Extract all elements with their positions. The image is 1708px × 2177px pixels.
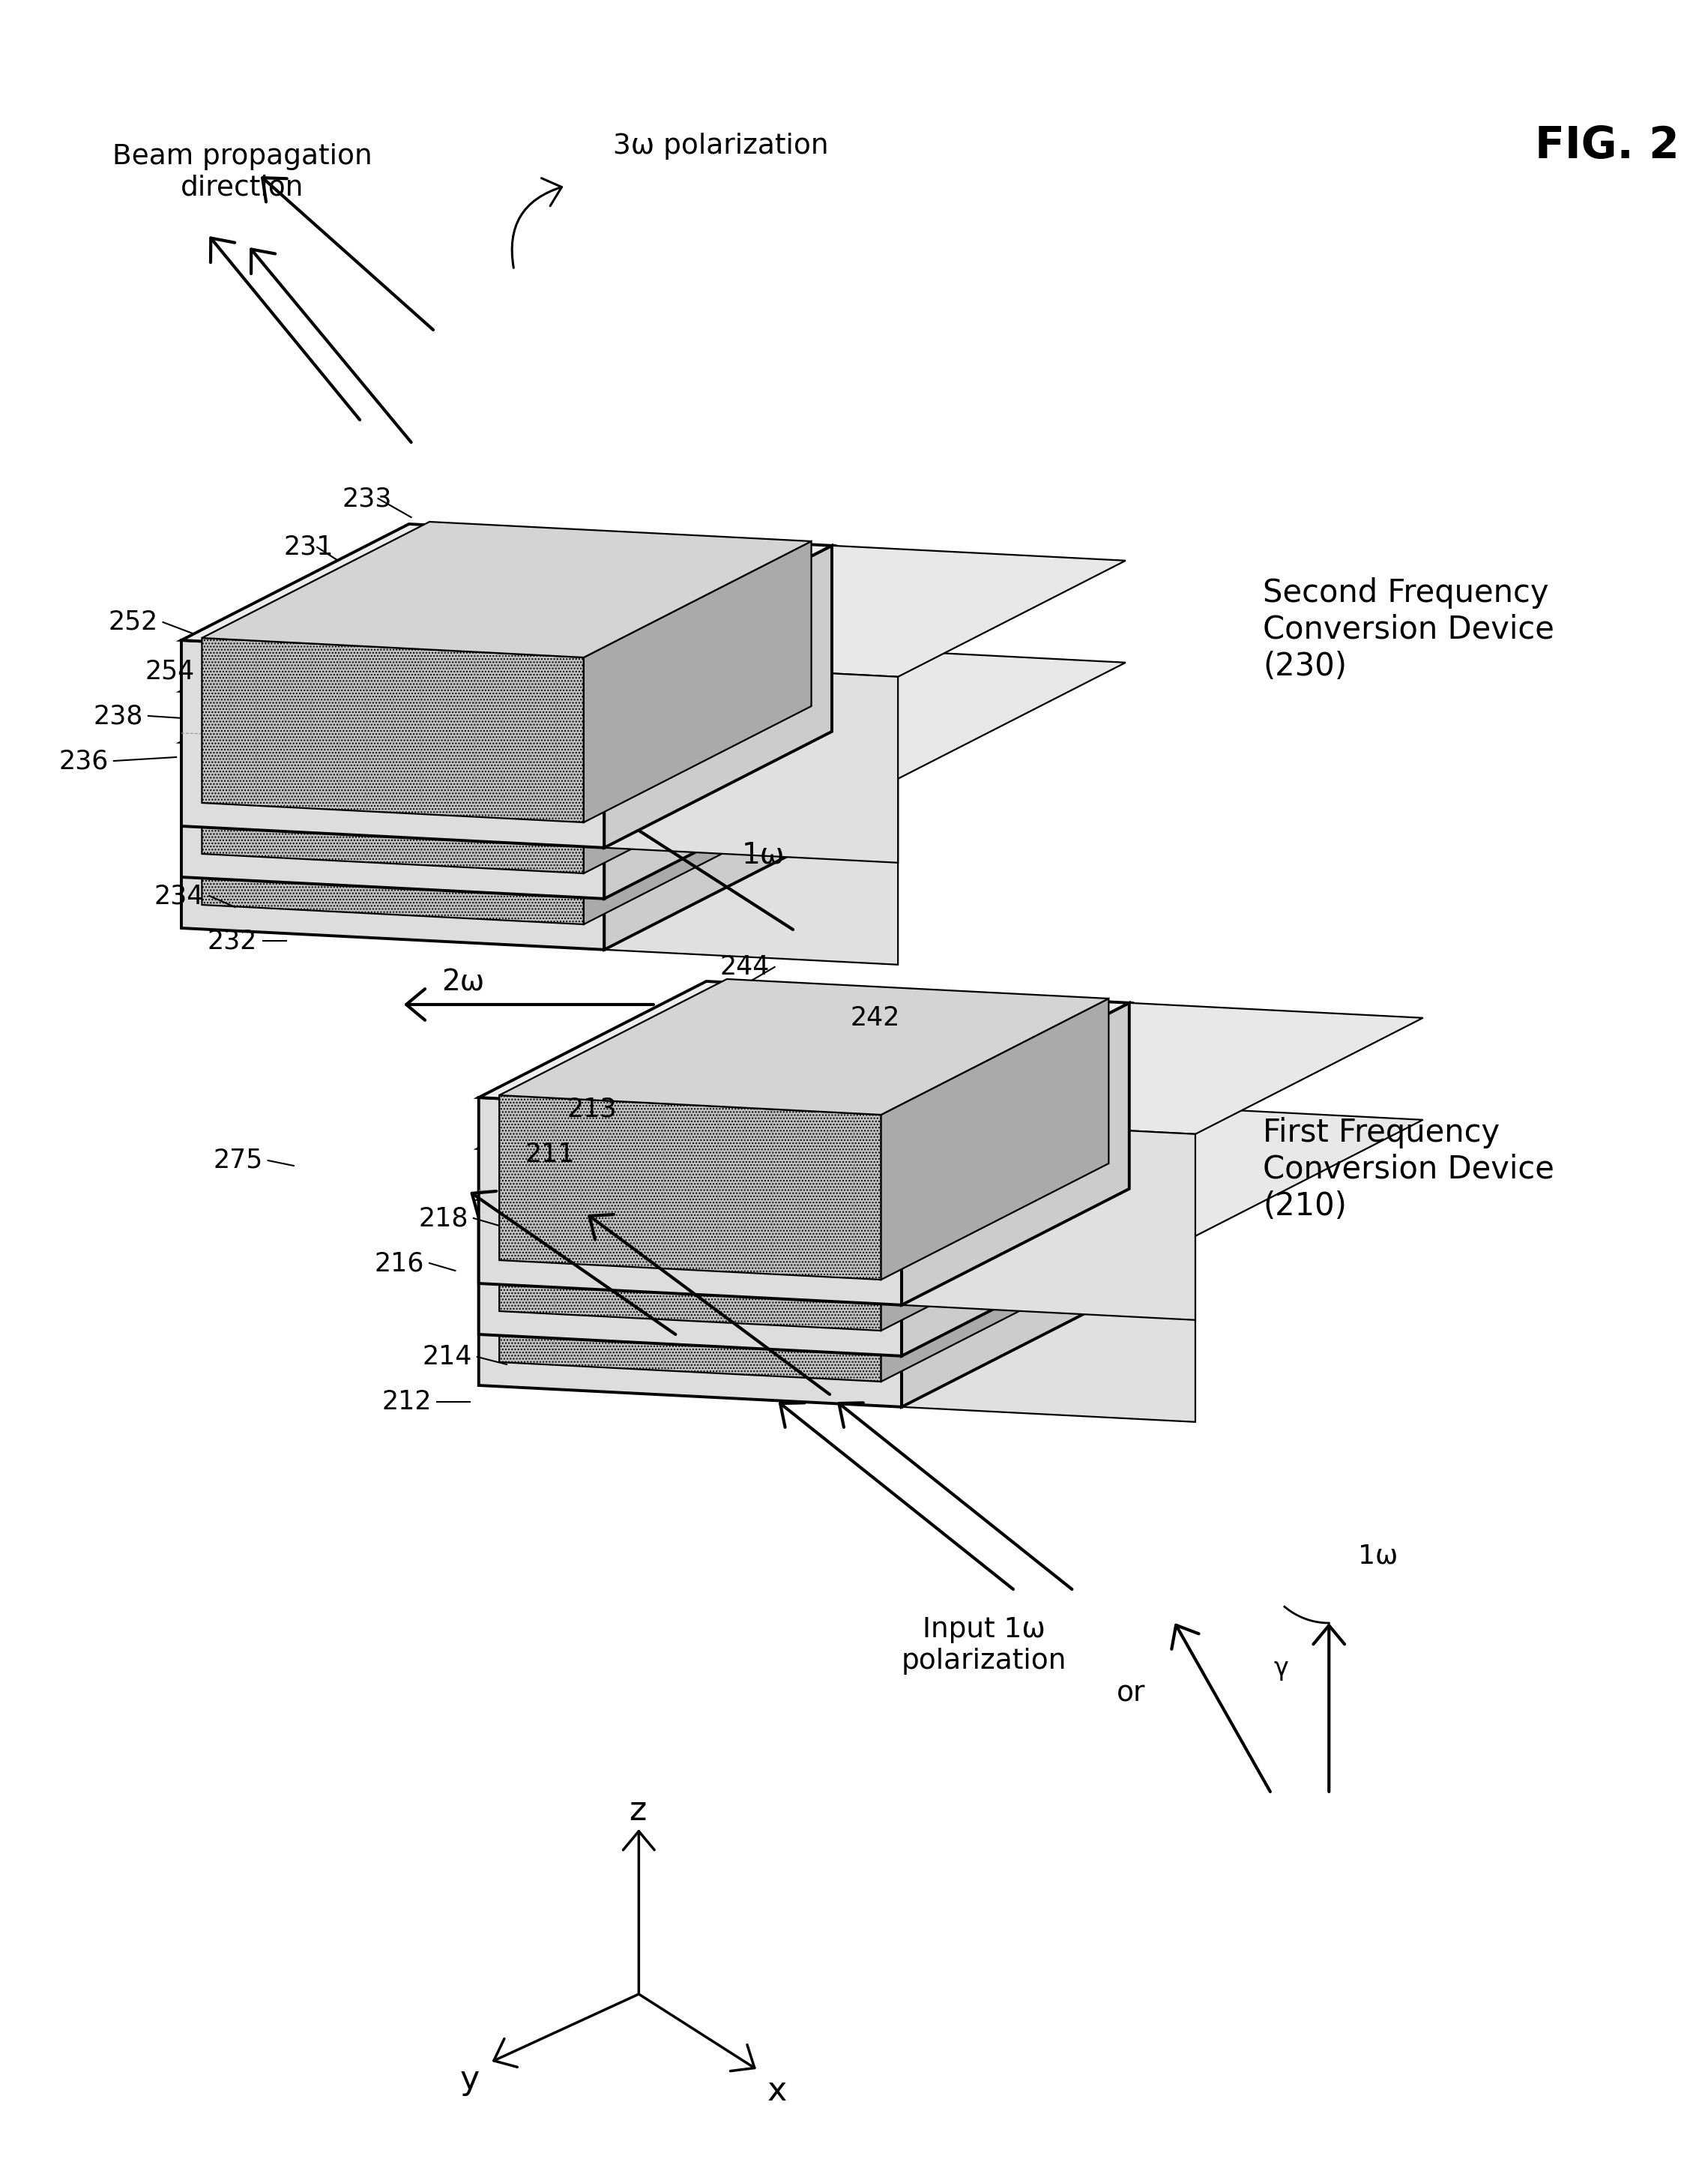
Polygon shape bbox=[881, 1049, 1108, 1330]
Polygon shape bbox=[584, 542, 811, 823]
Polygon shape bbox=[605, 647, 1126, 779]
Polygon shape bbox=[902, 1004, 1129, 1304]
Polygon shape bbox=[478, 1032, 1129, 1169]
Polygon shape bbox=[202, 625, 811, 760]
Polygon shape bbox=[902, 1004, 1423, 1134]
Polygon shape bbox=[181, 525, 832, 662]
Text: y: y bbox=[459, 2064, 480, 2096]
Polygon shape bbox=[499, 1030, 1108, 1165]
Polygon shape bbox=[181, 690, 605, 899]
Text: 1ω: 1ω bbox=[1358, 1543, 1399, 1567]
Text: 214: 214 bbox=[422, 1343, 471, 1369]
Polygon shape bbox=[584, 592, 811, 873]
Polygon shape bbox=[902, 1221, 1196, 1422]
Text: 2ω: 2ω bbox=[442, 969, 485, 997]
Polygon shape bbox=[605, 647, 832, 949]
Polygon shape bbox=[902, 1106, 1129, 1406]
Text: z: z bbox=[629, 1794, 646, 1827]
Polygon shape bbox=[605, 596, 832, 899]
Polygon shape bbox=[605, 662, 898, 862]
Polygon shape bbox=[202, 522, 811, 657]
Text: 236: 236 bbox=[58, 749, 109, 773]
Text: Second Frequency
Conversion Device
(230): Second Frequency Conversion Device (230) bbox=[1262, 577, 1554, 681]
Text: 216: 216 bbox=[374, 1250, 424, 1276]
Text: 275: 275 bbox=[214, 1147, 263, 1173]
Polygon shape bbox=[605, 546, 832, 847]
Polygon shape bbox=[478, 1084, 1129, 1221]
Polygon shape bbox=[181, 742, 605, 949]
Polygon shape bbox=[181, 575, 832, 712]
Polygon shape bbox=[881, 1102, 1108, 1382]
Polygon shape bbox=[902, 1119, 1196, 1319]
Text: 233: 233 bbox=[342, 485, 393, 512]
Polygon shape bbox=[605, 546, 1126, 677]
Text: 232: 232 bbox=[207, 927, 256, 954]
Polygon shape bbox=[181, 640, 605, 847]
Text: FIG. 2: FIG. 2 bbox=[1534, 124, 1679, 168]
Polygon shape bbox=[584, 642, 811, 925]
Text: 218: 218 bbox=[418, 1206, 468, 1230]
Polygon shape bbox=[605, 764, 898, 964]
Text: First Frequency
Conversion Device
(210): First Frequency Conversion Device (210) bbox=[1262, 1117, 1554, 1221]
Polygon shape bbox=[478, 982, 1129, 1119]
Text: 254: 254 bbox=[145, 657, 195, 684]
Text: Input 1ω
polarization: Input 1ω polarization bbox=[902, 1615, 1066, 1674]
Polygon shape bbox=[499, 1197, 881, 1382]
Text: 211: 211 bbox=[524, 1141, 576, 1167]
Text: 238: 238 bbox=[94, 703, 143, 729]
Text: 234: 234 bbox=[154, 884, 205, 908]
Text: 3ω polarization: 3ω polarization bbox=[613, 133, 828, 159]
Polygon shape bbox=[478, 1097, 902, 1304]
Polygon shape bbox=[902, 1106, 1423, 1237]
Polygon shape bbox=[478, 1149, 902, 1356]
Text: 212: 212 bbox=[383, 1389, 432, 1415]
Text: 1ω: 1ω bbox=[741, 840, 784, 869]
Polygon shape bbox=[902, 1054, 1129, 1356]
Text: or: or bbox=[1117, 1681, 1144, 1707]
Polygon shape bbox=[202, 740, 584, 925]
Polygon shape bbox=[499, 980, 1108, 1115]
Polygon shape bbox=[478, 1200, 902, 1406]
Polygon shape bbox=[202, 573, 811, 708]
Polygon shape bbox=[202, 688, 584, 873]
Text: 231: 231 bbox=[284, 536, 333, 559]
Text: 242: 242 bbox=[851, 1006, 900, 1030]
Text: Beam propagation
direction: Beam propagation direction bbox=[113, 144, 372, 202]
Polygon shape bbox=[499, 1082, 1108, 1217]
Polygon shape bbox=[181, 627, 832, 764]
Polygon shape bbox=[499, 1147, 881, 1330]
Text: 252: 252 bbox=[108, 610, 157, 636]
Text: x: x bbox=[767, 2075, 787, 2107]
Text: 213: 213 bbox=[567, 1097, 617, 1121]
Polygon shape bbox=[202, 638, 584, 823]
Text: 244: 244 bbox=[719, 954, 770, 980]
Text: γ: γ bbox=[1274, 1657, 1288, 1681]
Polygon shape bbox=[499, 1095, 881, 1280]
Polygon shape bbox=[881, 999, 1108, 1280]
